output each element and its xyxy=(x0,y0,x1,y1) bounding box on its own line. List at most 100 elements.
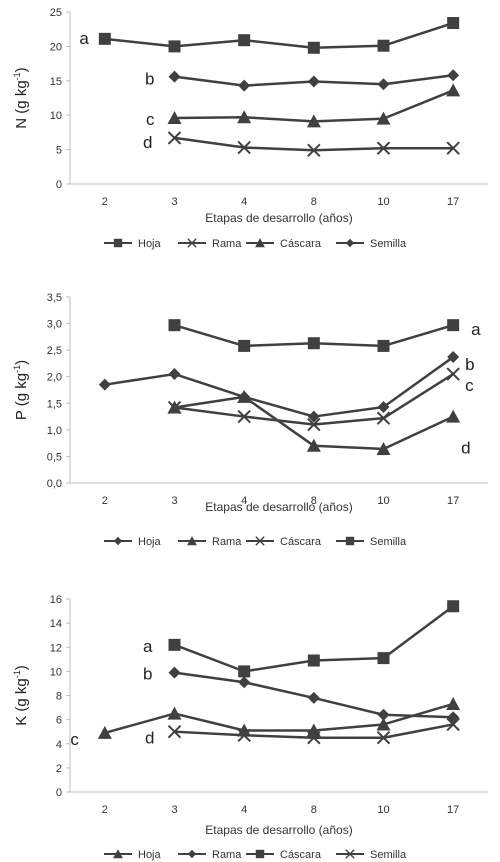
data-point xyxy=(446,367,460,381)
data-point xyxy=(238,665,251,678)
legend-label: Hoja xyxy=(138,536,162,548)
legend-marker xyxy=(345,849,355,859)
x-tick-label: 17 xyxy=(447,495,459,507)
legend-label: Hoja xyxy=(138,238,162,250)
x-tick-label: 4 xyxy=(241,196,247,208)
data-point xyxy=(447,69,460,82)
legend-item: Hoja xyxy=(104,238,162,250)
data-point xyxy=(446,696,461,710)
y-tick-label: 10 xyxy=(50,110,62,122)
data-point xyxy=(168,70,181,83)
y-axis-label: N (g kg-1) xyxy=(12,67,30,128)
series-hoja: b xyxy=(98,351,475,423)
data-point xyxy=(447,351,460,364)
data-point xyxy=(98,32,111,45)
series-cascara: c xyxy=(146,83,461,129)
y-tick-label: 0,5 xyxy=(47,451,62,463)
y-tick-label: 3,5 xyxy=(47,292,62,304)
data-point xyxy=(446,83,461,97)
legend-item: Rama xyxy=(178,849,242,861)
data-point xyxy=(446,141,460,155)
data-point xyxy=(447,319,460,332)
x-tick-label: 2 xyxy=(102,804,108,816)
annotation-label: d xyxy=(143,133,152,152)
x-tick-label: 2 xyxy=(102,495,108,507)
data-point xyxy=(237,389,252,403)
data-point xyxy=(168,368,181,381)
annotation-label: b xyxy=(143,665,152,684)
data-point xyxy=(447,600,460,613)
legend-item: Cáscara xyxy=(246,536,322,548)
legend-marker xyxy=(187,536,197,546)
data-point xyxy=(377,652,390,665)
data-point xyxy=(168,666,181,679)
legend-item: Cáscara xyxy=(246,849,322,861)
data-point xyxy=(376,441,391,455)
legend-marker xyxy=(345,238,355,248)
chart-3: 0 2 4 6 8 10 12 14 16 2 3 4 8 10 17 Etapas de desarroll… xyxy=(12,594,488,861)
x-tick-label: 3 xyxy=(171,495,177,507)
data-point xyxy=(307,337,320,350)
y-tick-label: 2 xyxy=(56,763,62,775)
y-tick-label: 15 xyxy=(50,76,62,88)
series-rama: d xyxy=(143,131,460,157)
legend-label: Semilla xyxy=(370,849,407,861)
legend: Hoja Rama Cáscara Semilla xyxy=(104,238,407,250)
x-tick-label: 2 xyxy=(102,196,108,208)
data-point xyxy=(307,41,320,54)
series-line xyxy=(174,136,454,152)
data-point xyxy=(167,131,182,145)
data-point xyxy=(238,676,251,689)
data-point xyxy=(306,114,321,128)
legend-label: Semilla xyxy=(370,238,407,250)
y-axis-label: K (g kg-1) xyxy=(12,665,30,726)
data-point xyxy=(307,654,320,667)
data-point xyxy=(377,401,390,414)
y-tick-label: 0,0 xyxy=(47,478,62,490)
legend-marker xyxy=(113,849,123,859)
data-point xyxy=(237,409,251,424)
data-point xyxy=(237,728,251,743)
legend-label: Rama xyxy=(212,849,242,861)
data-point xyxy=(447,17,460,30)
chart-2: 0,0 0,5 1,0 1,5 2,0 2,5 3,0 3,5 2 3 4 8 10 17 Etapas d… xyxy=(12,292,488,548)
x-tick-label: 10 xyxy=(377,804,389,816)
legend-item: Semilla xyxy=(336,238,407,250)
data-point xyxy=(306,438,321,452)
y-tick-label: 10 xyxy=(50,666,62,678)
y-tick-label: 25 xyxy=(50,7,62,19)
data-point xyxy=(307,410,320,423)
legend-item: Hoja xyxy=(104,849,162,861)
legend-label: Rama xyxy=(212,536,242,548)
legend-marker xyxy=(255,536,265,546)
series-cascara: c xyxy=(167,367,474,432)
y-tick-label: 16 xyxy=(50,594,62,606)
y-tick-label: 6 xyxy=(56,715,62,727)
series-line xyxy=(104,356,454,418)
legend-item: Semilla xyxy=(336,536,407,548)
data-point xyxy=(307,417,321,432)
annotation-label: c xyxy=(146,110,155,129)
y-tick-label: 3,0 xyxy=(47,319,62,331)
y-tick-label: 2,5 xyxy=(47,345,62,357)
annotation-label: b xyxy=(145,70,154,89)
data-point xyxy=(376,731,391,745)
legend-marker xyxy=(187,849,197,859)
y-tick-label: 8 xyxy=(56,691,62,703)
annotation-label: c xyxy=(465,376,474,395)
legend-label: Rama xyxy=(212,238,242,250)
series-semilla: d xyxy=(145,717,460,748)
data-point xyxy=(238,339,251,352)
series-cascara: a xyxy=(143,600,460,678)
data-point xyxy=(377,708,390,721)
data-point xyxy=(376,411,391,425)
data-point xyxy=(237,110,252,124)
x-tick-label: 4 xyxy=(241,804,247,816)
annotation-label: d xyxy=(461,439,470,458)
annotation-label: a xyxy=(79,29,89,48)
legend-marker xyxy=(187,238,197,248)
data-point xyxy=(238,34,251,47)
y-axis-label: P (g kg-1) xyxy=(12,360,30,420)
data-point xyxy=(167,400,182,415)
